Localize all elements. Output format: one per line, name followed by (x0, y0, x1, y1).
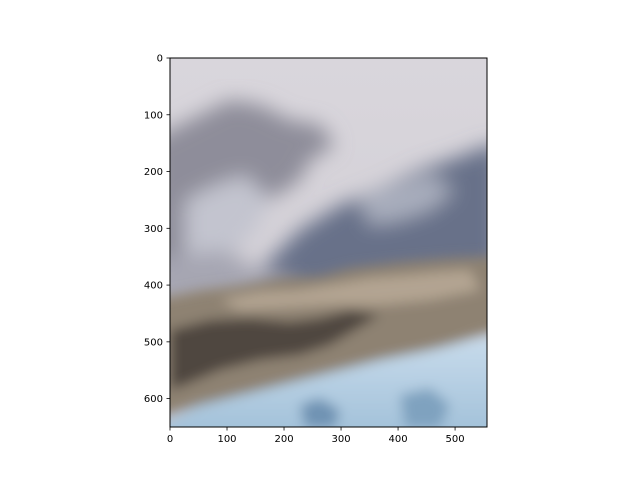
axes-frame (169, 57, 488, 428)
x-tick-label: 100 (217, 434, 236, 445)
rocky-ridge-light (220, 270, 480, 310)
y-axis: 0 100 200 300 400 500 600 (144, 54, 170, 405)
x-tick-label: 500 (446, 434, 465, 445)
x-tick-label: 0 (167, 434, 173, 445)
y-tick-label: 400 (144, 281, 163, 292)
glacier-crevasse (400, 388, 450, 427)
y-tick-label: 200 (144, 167, 163, 178)
y-tick-label: 0 (157, 54, 163, 65)
y-tick-label: 100 (144, 110, 163, 121)
y-tick-label: 600 (144, 394, 163, 405)
y-tick-label: 300 (144, 224, 163, 235)
glacier-crevasse (300, 398, 340, 427)
x-tick-label: 200 (274, 434, 293, 445)
x-tick-label: 300 (331, 434, 350, 445)
x-tick-label: 400 (389, 434, 408, 445)
y-tick-label: 500 (144, 337, 163, 348)
right-mountain-snow (360, 175, 455, 225)
landscape-image (170, 58, 487, 427)
x-axis: 0 100 200 300 400 500 (167, 427, 465, 445)
rocky-ridge-dark (170, 310, 380, 390)
